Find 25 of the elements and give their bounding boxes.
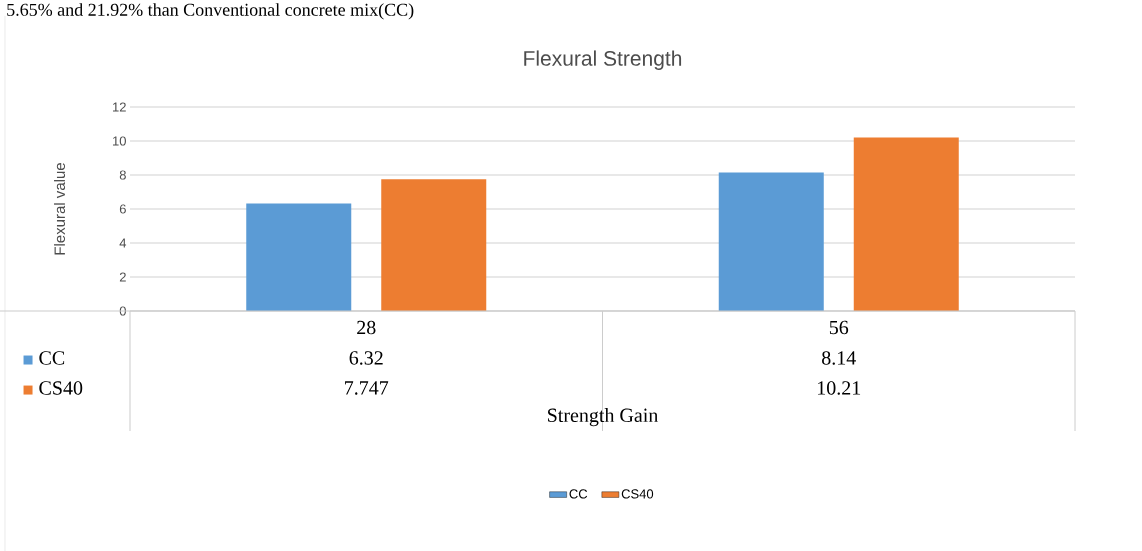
y-tick-label: 10 [113,136,126,146]
x-axis-title: Strength Gain [548,407,659,427]
text: 5.65% and 21.92% than Conventional concrete mix(CC) [7,3,414,20]
text: CS40 [39,381,83,395]
x-tick-label: 28 [357,320,376,335]
y-tick-label: 8 [119,170,126,180]
x-tick-label: 56 [829,320,849,335]
chart-title: Flexural Strength [524,50,682,70]
data-label: 10.21 [818,381,861,395]
text: CC [39,351,65,365]
bar [718,172,824,311]
y-tick-label: 0 [119,306,126,316]
bar [853,137,959,311]
legend-label: CS40 [621,489,654,499]
y-axis-title: Flexural value [54,163,66,255]
y-tick-label: 4 [119,238,127,248]
legend-label: CC [569,489,588,499]
data-label: 8.14 [822,351,856,365]
y-tick-label: 6 [119,204,126,214]
bar [246,203,352,311]
data-label: 7.747 [345,381,389,395]
bar [381,179,487,311]
y-tick-label: 2 [119,272,126,282]
y-tick-label: 12 [113,102,126,112]
data-label: 6.32 [349,351,383,365]
